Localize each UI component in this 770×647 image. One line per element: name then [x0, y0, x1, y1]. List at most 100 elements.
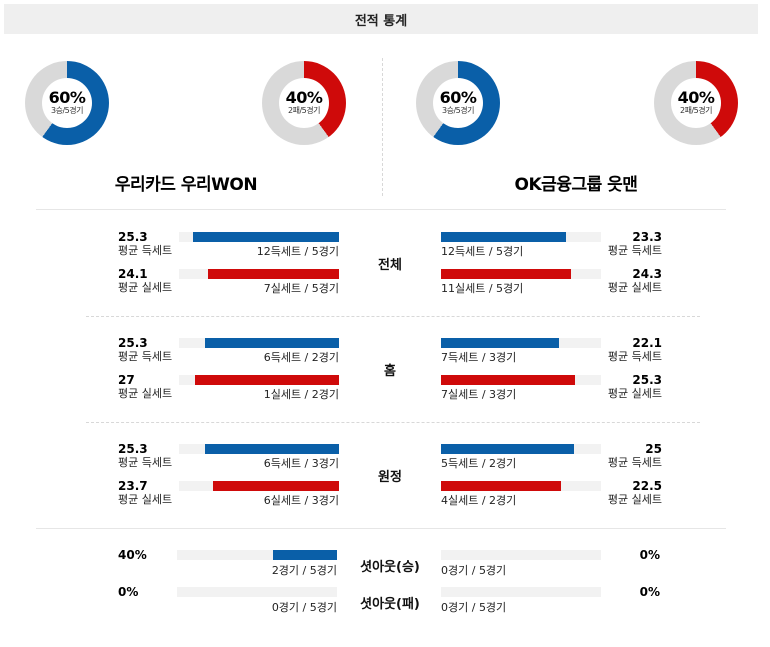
- shutout-caption: 0경기 / 5경기: [441, 564, 507, 577]
- category-label: 홈: [384, 364, 396, 379]
- stats-title: 전적 통계: [4, 4, 758, 34]
- stat-value: 23.3: [632, 230, 662, 244]
- category-label: 원정: [378, 470, 402, 485]
- stat-label: 평균 득세트: [607, 456, 662, 469]
- stat-bar-caption: 5득세트 / 2경기: [441, 457, 517, 470]
- stat-value: 24.1: [118, 267, 148, 281]
- stat-label: 평균 득세트: [607, 244, 662, 257]
- stat-bar-fill: [441, 444, 574, 454]
- donut-center: 40% 2패/5경기: [671, 78, 721, 128]
- stat-bar-fill: [213, 481, 339, 491]
- stat-bar-track: [441, 232, 601, 242]
- stat-label: 평균 득세트: [118, 244, 173, 257]
- stat-bar-fill: [441, 232, 566, 242]
- donut-center: 60% 3승/5경기: [42, 78, 92, 128]
- stat-bar-caption: 11실세트 / 5경기: [441, 282, 524, 295]
- home-team-name: 우리카드 우리WON: [114, 175, 258, 195]
- stat-bar-caption: 7실세트 / 5경기: [263, 282, 339, 295]
- stat-label: 평균 실세트: [118, 281, 173, 294]
- stat-bar-caption: 12득세트 / 5경기: [441, 245, 524, 258]
- stat-bar-track: [441, 481, 601, 491]
- stat-bar-track: [179, 269, 339, 279]
- stat-value: 25.3: [118, 336, 148, 350]
- stat-bar-fill: [441, 481, 561, 491]
- shutout-label: 셧아웃(패): [360, 597, 420, 612]
- win-rate-donut: 60% 3승/5경기: [416, 61, 500, 145]
- shutout-value: 0%: [639, 585, 660, 599]
- team-divider: [382, 58, 383, 196]
- stat-bar-fill: [205, 444, 339, 454]
- stat-bar-track: [179, 481, 339, 491]
- section-divider: [36, 528, 726, 529]
- category-label: 전체: [378, 258, 402, 273]
- win-rate-donut: 60% 3승/5경기: [25, 61, 109, 145]
- stat-label: 평균 득세트: [118, 350, 173, 363]
- donut-percent: 40%: [285, 88, 323, 107]
- stat-label: 평균 실세트: [607, 281, 662, 294]
- stat-value: 25.3: [632, 373, 662, 387]
- stat-bar-track: [179, 444, 339, 454]
- shutout-caption: 0경기 / 5경기: [271, 601, 337, 614]
- stat-value: 27: [118, 373, 135, 387]
- stat-bar-caption: 6득세트 / 3경기: [263, 457, 339, 470]
- donut-center: 60% 3승/5경기: [433, 78, 483, 128]
- stat-bar-fill: [195, 375, 339, 385]
- stat-bar-caption: 12득세트 / 5경기: [256, 245, 339, 258]
- stat-bar-caption: 7득세트 / 3경기: [441, 351, 517, 364]
- stat-value: 25.3: [118, 442, 148, 456]
- stat-bar-fill: [193, 232, 339, 242]
- stat-value: 22.1: [632, 336, 662, 350]
- stat-bar-track: [179, 375, 339, 385]
- stat-label: 평균 실세트: [118, 493, 173, 506]
- stat-bar-fill: [205, 338, 339, 348]
- away-team-name: OK금융그룹 읏맨: [514, 175, 638, 195]
- stat-bar-fill: [208, 269, 339, 279]
- shutout-bar-track: [441, 587, 601, 597]
- stat-value: 24.3: [632, 267, 662, 281]
- section-divider: [36, 209, 726, 210]
- stat-label: 평균 득세트: [118, 456, 173, 469]
- stat-bar-track: [441, 375, 601, 385]
- stat-label: 평균 실세트: [607, 493, 662, 506]
- stat-value: 25: [645, 442, 662, 456]
- stat-bar-fill: [441, 269, 571, 279]
- stat-value: 22.5: [632, 479, 662, 493]
- shutout-bar-track: [177, 587, 337, 597]
- stat-bar-track: [441, 269, 601, 279]
- stat-bar-track: [441, 338, 601, 348]
- shutout-label: 셧아웃(승): [360, 560, 420, 575]
- loss-rate-donut: 40% 2패/5경기: [262, 61, 346, 145]
- donut-record: 2패/5경기: [680, 106, 712, 115]
- loss-rate-donut: 40% 2패/5경기: [654, 61, 738, 145]
- stat-bar-track: [441, 444, 601, 454]
- stat-bar-caption: 6득세트 / 2경기: [263, 351, 339, 364]
- donut-record: 2패/5경기: [288, 106, 320, 115]
- shutout-caption: 2경기 / 5경기: [271, 564, 337, 577]
- stat-bar-track: [179, 338, 339, 348]
- stat-bar-fill: [441, 375, 575, 385]
- stat-bar-caption: 6실세트 / 3경기: [263, 494, 339, 507]
- stat-bar-fill: [441, 338, 559, 348]
- shutout-caption: 0경기 / 5경기: [441, 601, 507, 614]
- stat-label: 평균 득세트: [607, 350, 662, 363]
- stat-bar-track: [179, 232, 339, 242]
- shutout-value: 0%: [639, 548, 660, 562]
- stat-value: 25.3: [118, 230, 148, 244]
- donut-record: 3승/5경기: [51, 106, 83, 115]
- stat-label: 평균 실세트: [118, 387, 173, 400]
- stat-bar-caption: 4실세트 / 2경기: [441, 494, 517, 507]
- donut-center: 40% 2패/5경기: [279, 78, 329, 128]
- shutout-bar-track: [441, 550, 601, 560]
- stat-value: 23.7: [118, 479, 148, 493]
- donut-percent: 40%: [677, 88, 715, 107]
- section-divider: [86, 316, 700, 317]
- donut-record: 3승/5경기: [442, 106, 474, 115]
- shutout-bar-track: [177, 550, 337, 560]
- section-divider: [86, 422, 700, 423]
- shutout-value: 40%: [118, 548, 147, 562]
- shutout-bar-fill: [273, 550, 337, 560]
- donut-percent: 60%: [439, 88, 477, 107]
- stat-bar-caption: 7실세트 / 3경기: [441, 388, 517, 401]
- stat-label: 평균 실세트: [607, 387, 662, 400]
- stat-bar-caption: 1실세트 / 2경기: [263, 388, 339, 401]
